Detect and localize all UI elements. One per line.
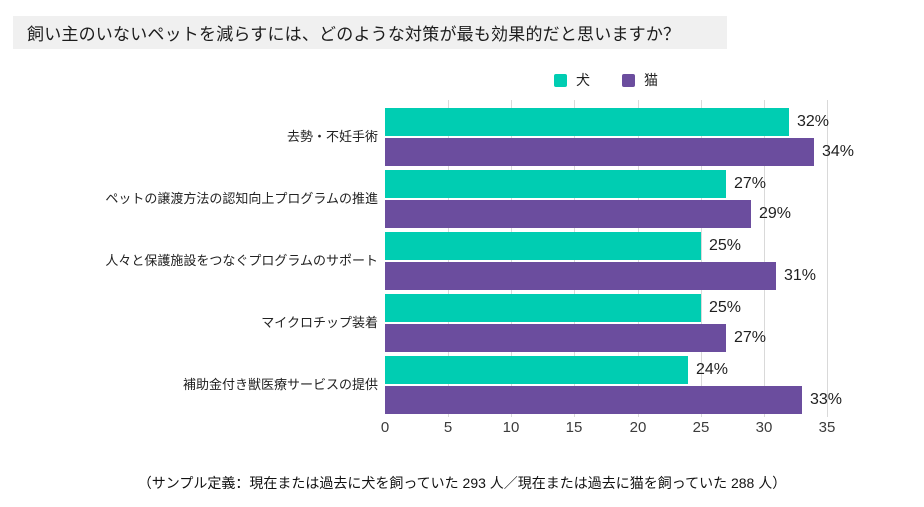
cat-series-swatch-icon — [622, 73, 635, 87]
chart-legend: 犬 猫 — [385, 70, 827, 90]
category-label: 人々と保護施設をつなぐプログラムのサポート — [105, 253, 378, 268]
bar-cat-0 — [385, 138, 814, 166]
x-tick-label: 15 — [565, 419, 583, 436]
x-tick-label: 35 — [818, 419, 836, 436]
survey-question-title: 飼い主のいないペットを減らすには、どのような対策が最も効果的だと思いますか？ — [27, 25, 681, 44]
survey-question-banner: 飼い主のいないペットを減らすには、どのような対策が最も効果的だと思いますか？ — [13, 16, 727, 49]
gridline — [701, 100, 702, 417]
gridline — [764, 100, 765, 417]
x-tick-label: 30 — [755, 419, 773, 436]
legend-label-cat: 猫 — [644, 72, 658, 88]
value-label: 29% — [759, 205, 792, 222]
x-tick-label: 25 — [692, 419, 710, 436]
legend-item-cat: 猫 — [622, 70, 658, 90]
category-label: マイクロチップ装着 — [261, 315, 378, 330]
category-label: 去勢・不妊手術 — [286, 129, 378, 144]
bar-dog-2 — [385, 232, 701, 260]
value-label: 31% — [784, 267, 817, 284]
dog-series-swatch-icon — [554, 73, 567, 87]
value-label: 25% — [709, 237, 742, 254]
bar-cat-4 — [385, 386, 802, 414]
x-tick-label: 0 — [380, 419, 390, 436]
bar-dog-4 — [385, 356, 688, 384]
legend-item-dog: 犬 — [554, 70, 590, 90]
x-tick-label: 20 — [629, 419, 647, 436]
value-label: 33% — [810, 391, 843, 408]
category-label: ペットの譲渡方法の認知向上プログラムの推進 — [105, 191, 378, 206]
sample-definition-note: （サンプル定義：現在または過去に犬を飼っていた 293 人／現在または過去に猫を… — [137, 475, 787, 491]
gridline — [827, 100, 828, 417]
value-label: 34% — [822, 143, 855, 160]
value-label: 24% — [696, 361, 729, 378]
value-label: 25% — [709, 299, 742, 316]
x-tick-label: 10 — [502, 419, 520, 436]
value-label: 27% — [734, 329, 767, 346]
bar-cat-1 — [385, 200, 751, 228]
bar-dog-3 — [385, 294, 701, 322]
bar-cat-2 — [385, 262, 776, 290]
legend-label-dog: 犬 — [576, 72, 590, 88]
bar-dog-0 — [385, 108, 789, 136]
value-label: 27% — [734, 175, 767, 192]
x-tick-label: 5 — [443, 419, 453, 436]
bar-dog-1 — [385, 170, 726, 198]
value-label: 32% — [797, 113, 830, 130]
category-label: 補助金付き獣医療サービスの提供 — [182, 377, 378, 392]
bar-cat-3 — [385, 324, 726, 352]
